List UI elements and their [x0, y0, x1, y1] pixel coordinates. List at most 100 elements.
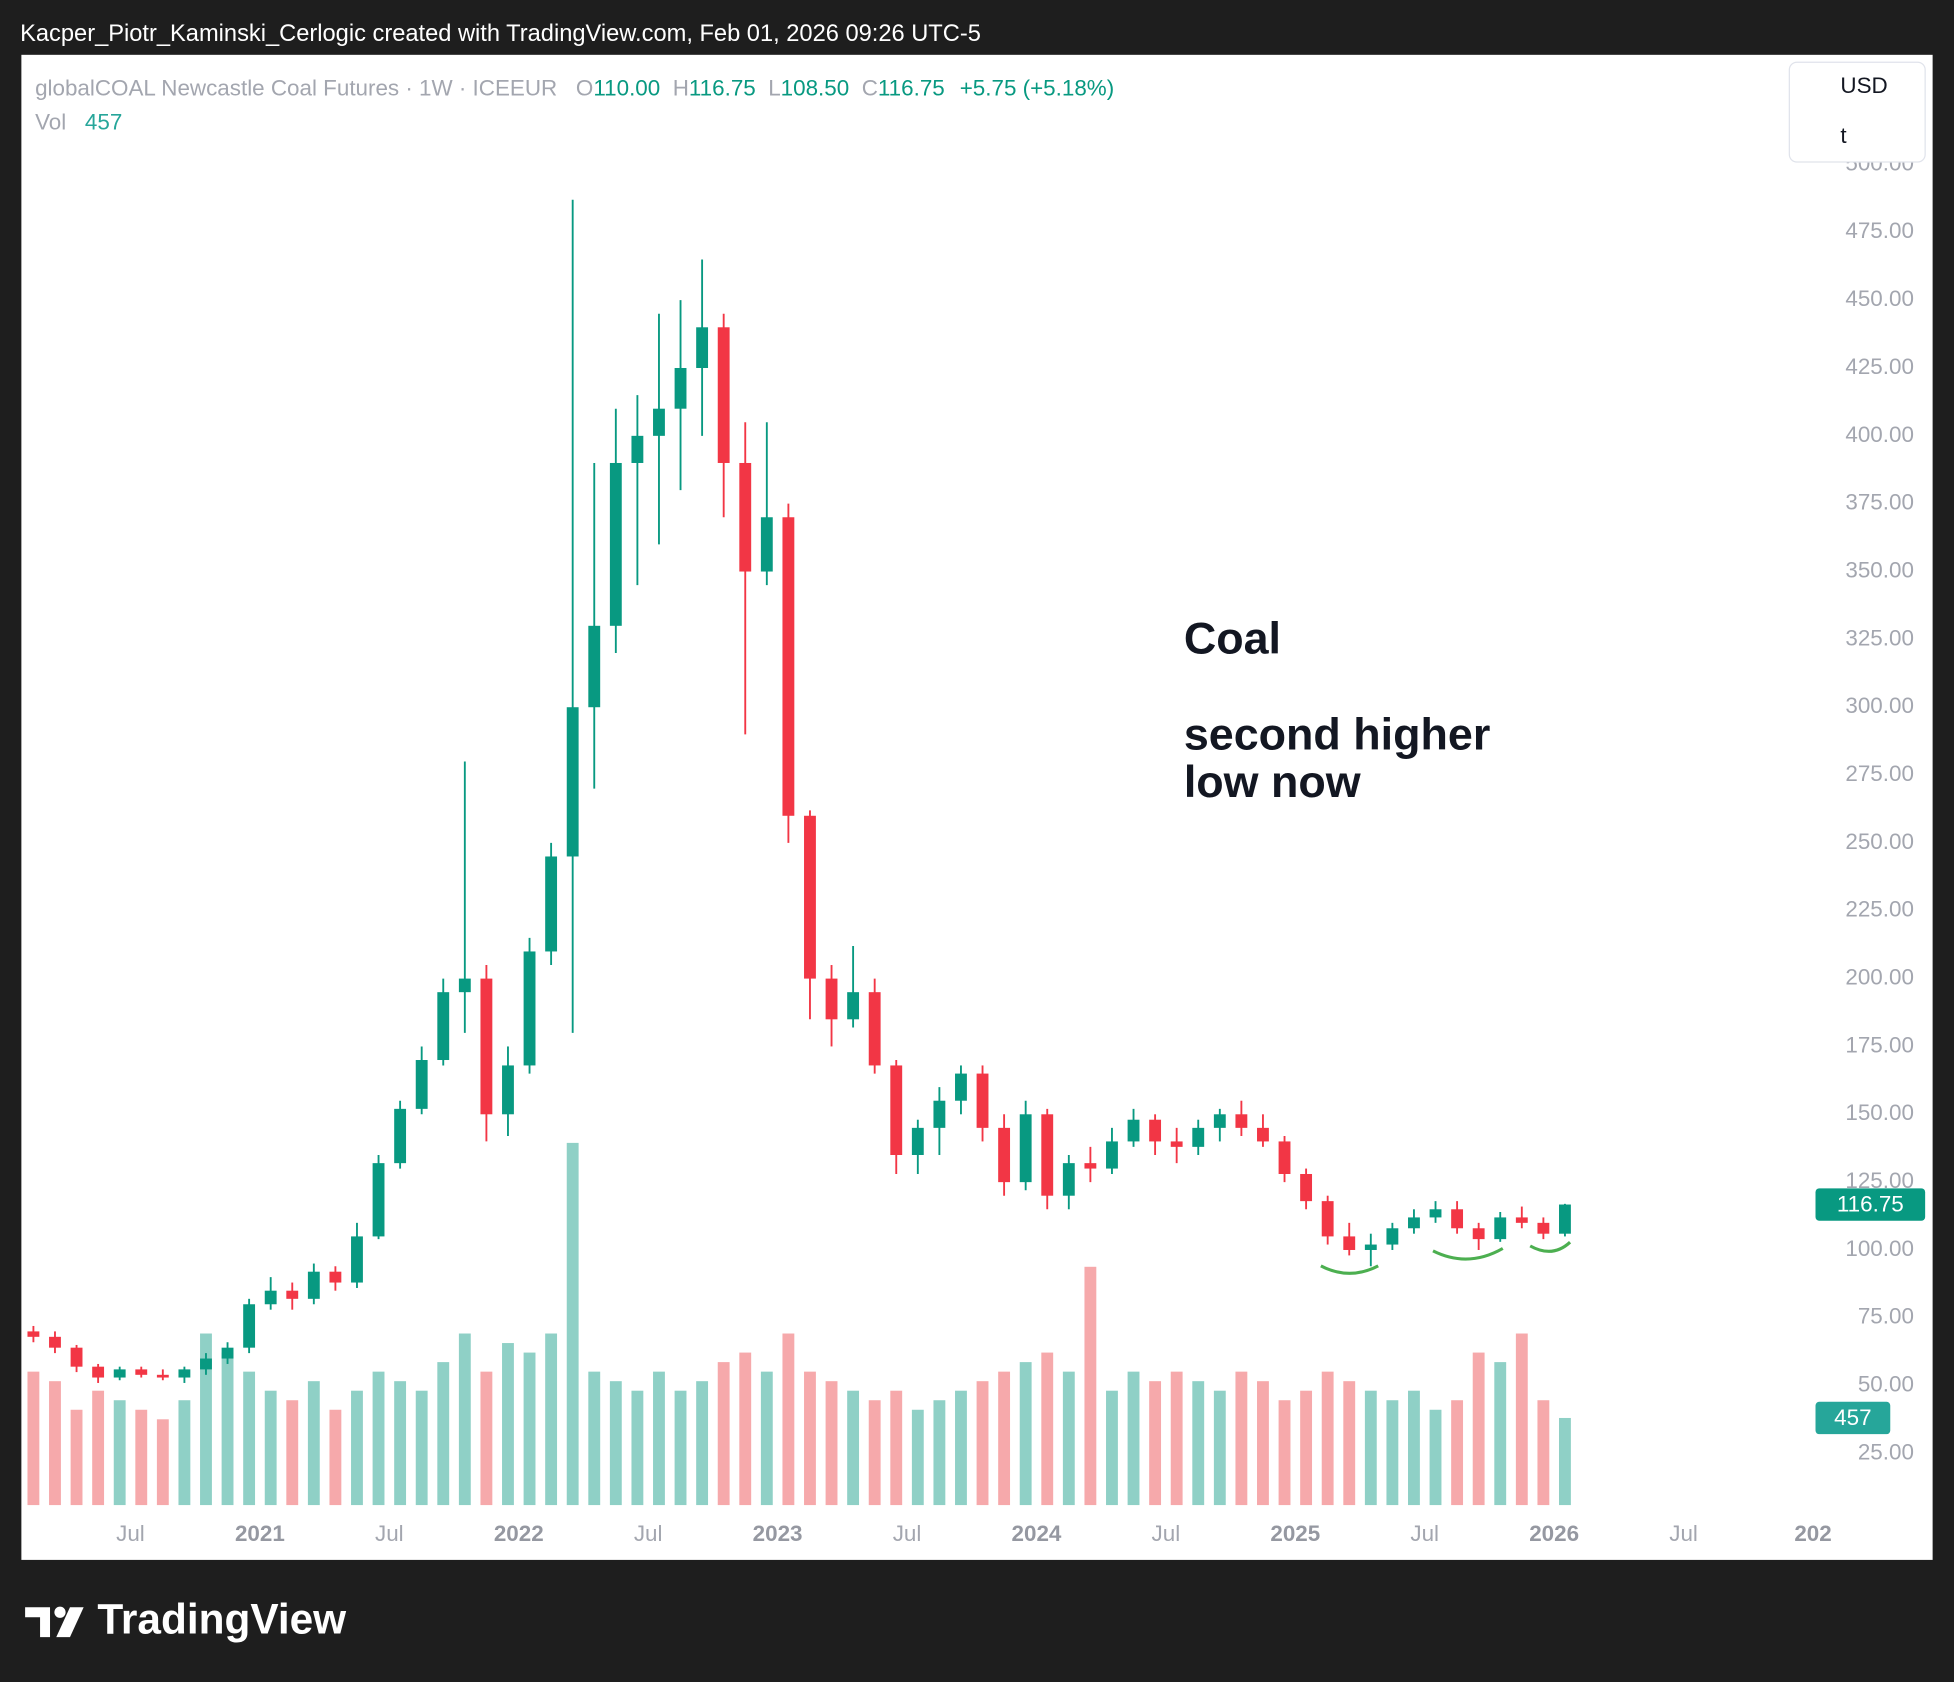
candle-body — [1343, 1236, 1356, 1250]
volume-bar — [609, 1381, 622, 1506]
candle-body — [1170, 1141, 1183, 1147]
x-tick-label: 2024 — [1012, 1521, 1062, 1546]
candle-body — [609, 462, 622, 626]
candle-body — [1084, 1163, 1097, 1169]
volume-bar — [631, 1390, 644, 1506]
volume-bar — [825, 1381, 838, 1506]
price-badge-label: 116.75 — [1837, 1192, 1904, 1217]
candle-body — [27, 1331, 40, 1337]
candle-body — [760, 517, 773, 572]
y-tick-label: 250.00 — [1845, 829, 1914, 854]
candle-body — [998, 1127, 1011, 1183]
volume-bar — [502, 1343, 514, 1506]
volume-bar — [113, 1400, 126, 1506]
volume-bar — [545, 1333, 558, 1506]
volume-bar — [243, 1371, 256, 1506]
candle-body — [1106, 1141, 1118, 1169]
candle-body — [113, 1369, 126, 1378]
volume-bar — [739, 1352, 752, 1506]
y-tick-label: 200.00 — [1845, 965, 1914, 990]
volume-bar — [1170, 1371, 1183, 1506]
candle-body — [437, 992, 450, 1061]
volume-bar — [351, 1390, 363, 1506]
candle-body — [1559, 1204, 1571, 1234]
candle-body — [1429, 1209, 1442, 1218]
candle-body — [1472, 1228, 1485, 1240]
x-tick-label: Jul — [116, 1521, 145, 1546]
volume-bar — [804, 1371, 816, 1506]
volume-bar — [1537, 1400, 1550, 1506]
candle-body — [631, 435, 644, 463]
candle-body — [825, 978, 838, 1020]
candle-body — [458, 978, 471, 993]
candle-body — [1386, 1228, 1399, 1245]
logo-mark — [25, 1607, 51, 1638]
y-tick-label: 425.00 — [1845, 354, 1914, 379]
x-tick-label: Jul — [634, 1521, 663, 1546]
volume-bar — [394, 1381, 407, 1506]
candle-body — [976, 1073, 989, 1128]
volume-bar — [847, 1390, 860, 1506]
candle-body — [523, 951, 536, 1066]
volume-bar — [523, 1352, 536, 1506]
annotation: second higher — [1184, 708, 1490, 759]
candle-body — [394, 1108, 407, 1164]
volume-badge-label: 457 — [1834, 1405, 1871, 1430]
volume-bar — [674, 1390, 687, 1506]
candle-body — [1062, 1163, 1075, 1196]
y-tick-label: 275.00 — [1845, 761, 1914, 786]
x-tick-label: 2021 — [235, 1521, 285, 1546]
candle-body — [49, 1336, 61, 1348]
volume-bar — [868, 1400, 881, 1506]
ohlc-key: C — [862, 76, 878, 101]
volume-bar — [1235, 1371, 1248, 1506]
volume-bar — [890, 1390, 903, 1506]
volume-bar — [1429, 1409, 1442, 1506]
volume-bar — [458, 1333, 471, 1506]
candle-body — [739, 462, 752, 572]
candle-body — [480, 978, 493, 1115]
candle-body — [674, 367, 687, 409]
volume-bar — [1127, 1371, 1140, 1506]
candle-body — [1019, 1114, 1032, 1183]
candle-body — [911, 1127, 924, 1155]
volume-bar — [1257, 1381, 1269, 1506]
candle-body — [243, 1304, 256, 1348]
volume-bar — [480, 1371, 493, 1506]
x-tick-label: Jul — [1152, 1521, 1181, 1546]
volume-bar — [717, 1362, 730, 1506]
volume-header: Vol 457 — [35, 109, 122, 134]
plot-area: Jul 2021 Jul 2022 Jul 2023 Jul 2024 Jul 2025 Jul 20… — [27, 150, 1914, 1546]
volume-bar — [1515, 1333, 1528, 1506]
volume-bar — [1494, 1362, 1507, 1506]
candle-body — [286, 1290, 299, 1299]
annotation: low now — [1184, 756, 1361, 807]
candle-body — [588, 625, 601, 708]
y-tick-label: 150.00 — [1845, 1100, 1914, 1125]
candle-body — [545, 856, 558, 952]
candle-body — [1213, 1114, 1226, 1128]
candle-body — [1127, 1119, 1140, 1142]
volume-bar — [70, 1409, 83, 1506]
volume-bar — [760, 1371, 773, 1506]
candle-body — [329, 1271, 342, 1283]
ohlc-key: H — [673, 76, 689, 101]
currency[interactable]: USD — [1840, 73, 1887, 98]
volume-bar — [1149, 1381, 1162, 1506]
volume-bar — [1408, 1390, 1420, 1506]
candle-body — [1515, 1217, 1528, 1223]
unit[interactable]: t — [1840, 123, 1847, 148]
y-tick-label: 75.00 — [1858, 1304, 1914, 1329]
candle-body — [1149, 1119, 1162, 1142]
candle-body — [1537, 1222, 1550, 1234]
candle-body — [1408, 1217, 1420, 1229]
candle-body — [156, 1374, 169, 1378]
y-tick-label: 50.00 — [1858, 1372, 1914, 1397]
currency-box[interactable] — [1788, 61, 1926, 163]
volume-bar — [1364, 1390, 1377, 1506]
volume-bar — [1084, 1266, 1097, 1506]
volume-bar — [1300, 1390, 1313, 1506]
volume-bar — [588, 1371, 601, 1506]
x-tick-label: Jul — [1669, 1521, 1698, 1546]
volume-bar — [49, 1381, 61, 1506]
